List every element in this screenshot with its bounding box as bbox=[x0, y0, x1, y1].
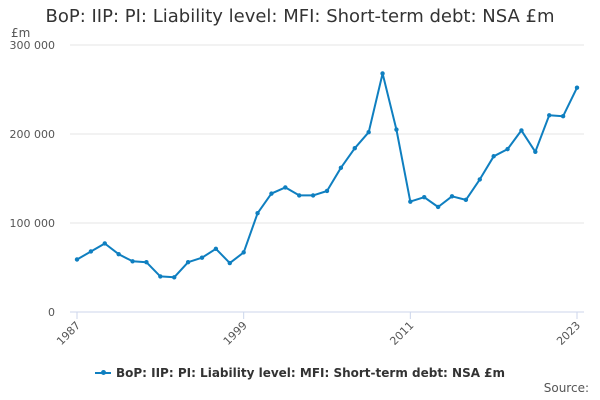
data-point[interactable] bbox=[449, 194, 455, 199]
series-line-layer bbox=[76, 72, 578, 279]
y-tick-label: 0 bbox=[48, 306, 55, 319]
data-point[interactable] bbox=[560, 114, 566, 119]
data-point[interactable] bbox=[366, 130, 371, 135]
legend-swatch-icon bbox=[94, 370, 111, 375]
x-tick-label: 1987 bbox=[54, 319, 83, 348]
data-point[interactable] bbox=[227, 260, 232, 266]
data-point[interactable] bbox=[394, 127, 399, 132]
y-tick-label: 200 000 bbox=[10, 128, 56, 141]
data-point[interactable] bbox=[491, 154, 496, 159]
data-point[interactable] bbox=[519, 128, 524, 133]
data-point[interactable] bbox=[338, 165, 344, 171]
series-line[interactable] bbox=[76, 72, 578, 279]
data-point[interactable] bbox=[144, 259, 149, 265]
series-points bbox=[74, 71, 580, 280]
source-label: Source: bbox=[543, 381, 589, 395]
x-tick-label: 2023 bbox=[554, 319, 583, 348]
data-point[interactable] bbox=[422, 194, 427, 200]
y-tick-label: 300 000 bbox=[10, 39, 56, 52]
data-point[interactable] bbox=[435, 204, 441, 210]
x-tick-label: 2011 bbox=[387, 319, 416, 348]
data-point[interactable] bbox=[380, 71, 385, 76]
data-point[interactable] bbox=[172, 275, 177, 280]
data-point[interactable] bbox=[283, 185, 288, 190]
data-point[interactable] bbox=[269, 191, 274, 196]
data-point[interactable] bbox=[324, 188, 330, 194]
data-point[interactable] bbox=[408, 199, 413, 204]
y-axis-unit-label: £m bbox=[11, 26, 31, 40]
data-point[interactable] bbox=[255, 211, 260, 216]
data-point[interactable] bbox=[130, 259, 135, 264]
data-point[interactable] bbox=[116, 251, 121, 257]
data-point[interactable] bbox=[213, 246, 219, 252]
chart-title: BoP: IIP: PI: Liability level: MFI: Shor… bbox=[45, 6, 555, 27]
y-axis-tick-labels: 0 100 000 200 000 300 000 bbox=[10, 39, 56, 319]
data-point[interactable] bbox=[310, 193, 316, 198]
data-point[interactable] bbox=[158, 274, 163, 279]
x-axis: 1987 1999 2011 2023 bbox=[54, 311, 584, 348]
data-point[interactable] bbox=[505, 146, 510, 152]
data-point[interactable] bbox=[102, 241, 107, 246]
data-point[interactable] bbox=[574, 85, 580, 90]
data-point[interactable] bbox=[352, 146, 357, 151]
data-point[interactable] bbox=[477, 177, 482, 182]
data-point[interactable] bbox=[88, 249, 94, 254]
data-point[interactable] bbox=[199, 255, 205, 260]
data-point[interactable] bbox=[533, 149, 538, 154]
grid-lines bbox=[70, 44, 584, 224]
data-point[interactable] bbox=[185, 259, 191, 265]
y-tick-label: 100 000 bbox=[10, 217, 56, 230]
data-point[interactable] bbox=[463, 197, 469, 203]
data-point[interactable] bbox=[74, 257, 80, 262]
data-point[interactable] bbox=[241, 250, 246, 255]
legend[interactable]: BoP: IIP: PI: Liability level: MFI: Shor… bbox=[0, 366, 600, 380]
x-tick-label: 1999 bbox=[221, 319, 250, 348]
data-point[interactable] bbox=[297, 193, 302, 198]
data-point[interactable] bbox=[547, 113, 552, 118]
legend-label: BoP: IIP: PI: Liability level: MFI: Shor… bbox=[115, 366, 506, 380]
